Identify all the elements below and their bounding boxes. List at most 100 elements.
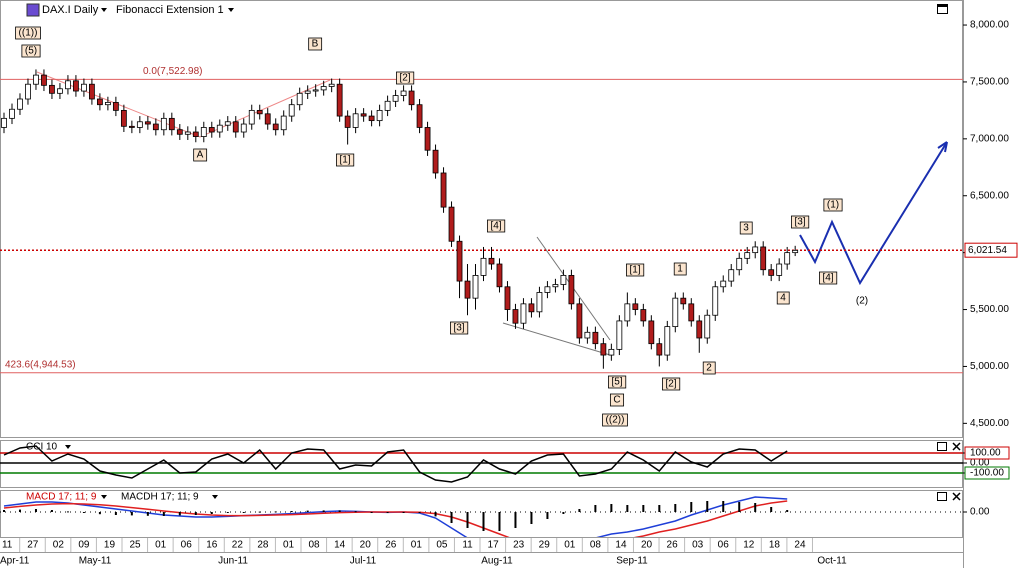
x-tick-label: 16 [206, 540, 218, 551]
candle-body [504, 286, 511, 310]
study-title[interactable]: Fibonacci Extension 1 [116, 4, 224, 16]
dropdown-arrow[interactable] [212, 495, 218, 499]
histogram-bar [738, 502, 741, 512]
histogram-bar [722, 501, 725, 512]
wave-label: A [197, 150, 204, 161]
candle-body [272, 123, 279, 131]
candle-body [488, 257, 495, 265]
histogram-bar [642, 505, 645, 512]
histogram-bar [98, 512, 101, 515]
maximize-button[interactable] [937, 492, 947, 501]
candle-body [536, 292, 543, 313]
x-tick-label: 03 [692, 540, 704, 551]
x-tick-label: 01 [411, 540, 423, 551]
symbol-icon[interactable] [26, 3, 40, 17]
candle-body [9, 108, 15, 119]
month-label: May-11 [79, 556, 112, 567]
histogram-bar [578, 509, 581, 512]
histogram-bar [770, 507, 773, 512]
candle-body [672, 297, 679, 328]
dropdown-arrow[interactable] [228, 8, 234, 12]
x-tick-label: 23 [513, 540, 525, 551]
wave-label-box [702, 361, 716, 375]
wave-label-box [662, 377, 681, 391]
candle-body [432, 149, 439, 174]
candle-body [424, 127, 431, 151]
level-box [964, 466, 1010, 480]
x-tick-label: 02 [53, 540, 65, 551]
histogram-bar [706, 501, 709, 512]
candle-body [192, 131, 199, 137]
month-label: Oct-11 [817, 556, 847, 567]
cci-title[interactable]: CCI 10 [26, 442, 58, 453]
wave-label: (1) [827, 200, 839, 211]
y-tick-label: 8,000.00 [970, 20, 1009, 31]
wave-label-box [608, 375, 627, 389]
histogram-bar [418, 512, 421, 513]
candle-body [608, 348, 615, 356]
histogram-bar [338, 510, 341, 512]
histogram-bar [402, 512, 405, 513]
candle-body [584, 331, 591, 339]
wave-label: [2] [399, 73, 410, 84]
macdh-title[interactable]: MACDH 17; 11; 9 [121, 492, 199, 503]
candle-body [728, 269, 735, 282]
candle-body [136, 121, 143, 128]
x-tick-label: 08 [309, 540, 321, 551]
candle-body [784, 252, 791, 265]
candle-body [392, 95, 399, 102]
candle-body [17, 98, 23, 110]
wave-label-box [609, 393, 625, 407]
histogram-bar [34, 509, 37, 512]
histogram-bar [322, 510, 325, 512]
histogram-bar [498, 512, 501, 531]
candle-body [440, 172, 447, 208]
histogram-bar [146, 512, 149, 516]
pane-content [0, 496, 963, 537]
maximize-button[interactable] [937, 4, 948, 14]
wave-label-box [450, 321, 469, 335]
wave-label-box [673, 262, 687, 276]
dropdown-arrow[interactable] [101, 495, 107, 499]
dropdown-arrow[interactable] [65, 445, 71, 449]
candle-body [640, 309, 647, 322]
candle-body [648, 320, 655, 345]
histogram-bar [18, 509, 21, 512]
y-tick-label: 5,000.00 [970, 361, 1009, 372]
histogram-bar [658, 505, 661, 512]
x-tick-label: 27 [27, 540, 39, 551]
histogram-bar [306, 510, 309, 512]
candle-body [320, 86, 327, 91]
histogram-bar [610, 504, 613, 512]
x-tick-label: 06 [718, 540, 730, 551]
histogram-bar [2, 510, 5, 512]
maximize-button[interactable] [937, 442, 947, 451]
candle-body [120, 109, 127, 127]
symbol-title[interactable]: DAX.I Daily [42, 4, 99, 16]
candle-body [336, 83, 343, 117]
candle-body [512, 309, 519, 324]
histogram-bar [210, 512, 213, 514]
wave-label: 4 [780, 293, 786, 304]
close-button[interactable] [952, 492, 961, 501]
close-button[interactable] [952, 442, 961, 451]
month-label: Jun-11 [218, 556, 248, 567]
y-tick-label: 100.00 [970, 448, 1001, 459]
wave-label: 3 [743, 223, 749, 234]
candle-body [624, 303, 631, 322]
y-tick-label: 6,500.00 [970, 190, 1009, 201]
candle-body [408, 90, 415, 106]
wave-label: [4] [490, 221, 501, 232]
histogram-bar [466, 512, 469, 528]
y-tick-label: 5,500.00 [970, 304, 1009, 315]
dropdown-arrow[interactable] [101, 8, 107, 12]
histogram-bar [754, 503, 757, 512]
candle-body [144, 121, 151, 125]
candle-body [456, 240, 463, 282]
candle-body [73, 80, 79, 92]
macd-title[interactable]: MACD 17; 11; 9 [26, 492, 97, 503]
candle-body [496, 263, 503, 288]
candle-body [600, 343, 607, 356]
wave-label: 1 [677, 264, 683, 275]
